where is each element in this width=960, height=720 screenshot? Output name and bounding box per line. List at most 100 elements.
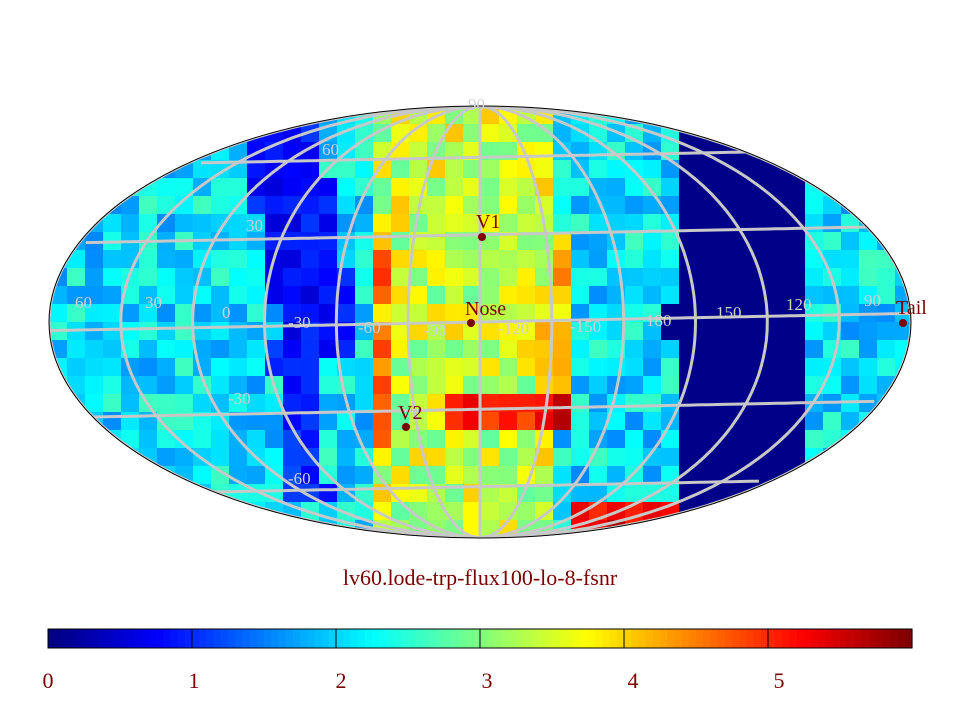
flux-pixel: [733, 448, 752, 467]
lon-label-minus90: -90: [424, 321, 447, 340]
flux-pixel: [481, 250, 500, 269]
flux-pixel: [67, 502, 86, 521]
flux-pixel: [481, 376, 500, 395]
flux-pixel: [139, 214, 158, 233]
markers: V1 Nose V2 Tail: [398, 211, 927, 431]
colorbar-tick-label-1: 1: [189, 668, 200, 693]
flux-pixel: [427, 502, 446, 521]
flux-pixel: [211, 214, 230, 233]
flux-pixel: [499, 484, 518, 503]
flux-pixel: [589, 250, 608, 269]
flux-pixel: [445, 196, 464, 215]
flux-pixel: [409, 250, 428, 269]
colorbar-tick-label-0: 0: [43, 668, 54, 693]
flux-pixel: [571, 268, 590, 287]
flux-pixel: [823, 142, 842, 161]
flux-pixel: [319, 304, 338, 323]
flux-pixel: [193, 196, 212, 215]
flux-pixel: [643, 250, 662, 269]
colorbar-segment: [379, 629, 387, 648]
flux-pixel: [373, 250, 392, 269]
flux-pixel: [373, 412, 392, 431]
flux-pixel: [445, 250, 464, 269]
flux-pixel: [787, 196, 806, 215]
flux-pixel: [175, 340, 194, 359]
flux-pixel: [301, 394, 320, 413]
flux-pixel: [805, 466, 824, 485]
colorbar-segment: [883, 629, 891, 648]
flux-pixel: [697, 214, 716, 233]
flux-pixel: [175, 304, 194, 323]
flux-pixel: [787, 268, 806, 287]
flux-pixel: [103, 106, 122, 125]
colorbar-segment: [105, 629, 114, 648]
flux-pixel: [211, 160, 230, 179]
flux-pixel: [841, 340, 860, 359]
flux-pixel: [85, 214, 104, 233]
flux-pixel: [715, 358, 734, 377]
flux-pixel: [841, 376, 860, 395]
flux-pixel: [445, 430, 464, 449]
flux-pixel: [103, 448, 122, 467]
flux-pixel: [247, 412, 266, 431]
flux-pixel: [823, 232, 842, 251]
flux-pixel: [751, 322, 770, 341]
flux-pixel: [751, 520, 770, 538]
flux-pixel: [643, 322, 662, 341]
flux-pixel: [139, 484, 158, 503]
flux-pixel: [427, 250, 446, 269]
flux-pixel: [517, 124, 536, 143]
flux-pixel: [337, 160, 356, 179]
flux-pixel: [553, 268, 572, 287]
flux-pixel: [85, 250, 104, 269]
flux-pixel: [571, 376, 590, 395]
flux-pixel: [67, 250, 86, 269]
flux-pixel: [805, 250, 824, 269]
colorbar-segment: [796, 629, 805, 648]
flux-pixel: [877, 214, 896, 233]
flux-pixel: [391, 304, 410, 323]
flux-pixel: [445, 142, 464, 161]
flux-pixel: [67, 214, 86, 233]
colorbar-segment: [890, 629, 899, 648]
flux-pixel: [733, 106, 752, 125]
flux-pixel: [103, 304, 122, 323]
flux-pixel: [85, 340, 104, 359]
flux-pixel: [733, 250, 752, 269]
flux-pixel: [355, 250, 374, 269]
flux-pixel: [193, 502, 212, 521]
colorbar-segment: [631, 629, 639, 648]
flux-pixel: [679, 214, 698, 233]
flux-pixel: [553, 178, 572, 197]
flux-pixel: [535, 142, 554, 161]
grid-meridian: [479, 106, 698, 538]
colorbar-segment: [278, 629, 287, 648]
flux-pixel: [517, 250, 536, 269]
flux-pixel: [643, 214, 662, 233]
flux-pixel: [85, 502, 104, 521]
flux-pixel: [697, 430, 716, 449]
flux-pixel: [193, 304, 212, 323]
flux-pixel: [805, 106, 824, 125]
flux-pixel: [229, 394, 248, 413]
flux-pixel: [355, 412, 374, 431]
flux-pixel: [751, 160, 770, 179]
flux-pixel: [373, 358, 392, 377]
flux-pixel: [229, 412, 248, 431]
flux-pixel: [355, 268, 374, 287]
flux-pixel: [661, 484, 680, 503]
flux-pixel: [697, 304, 716, 323]
colorbar-segment: [156, 629, 164, 648]
flux-pixel: [733, 322, 752, 341]
flux-pixel: [157, 124, 176, 143]
flux-pixel: [211, 250, 230, 269]
colorbar-segment: [386, 629, 395, 648]
flux-pixel: [391, 160, 410, 179]
flux-pixel: [859, 268, 878, 287]
colorbar-segment: [710, 629, 719, 648]
flux-pixel: [337, 178, 356, 197]
flux-pixel: [319, 412, 338, 431]
flux-pixel: [625, 358, 644, 377]
flux-pixel: [589, 340, 608, 359]
flux-pixel: [553, 196, 572, 215]
